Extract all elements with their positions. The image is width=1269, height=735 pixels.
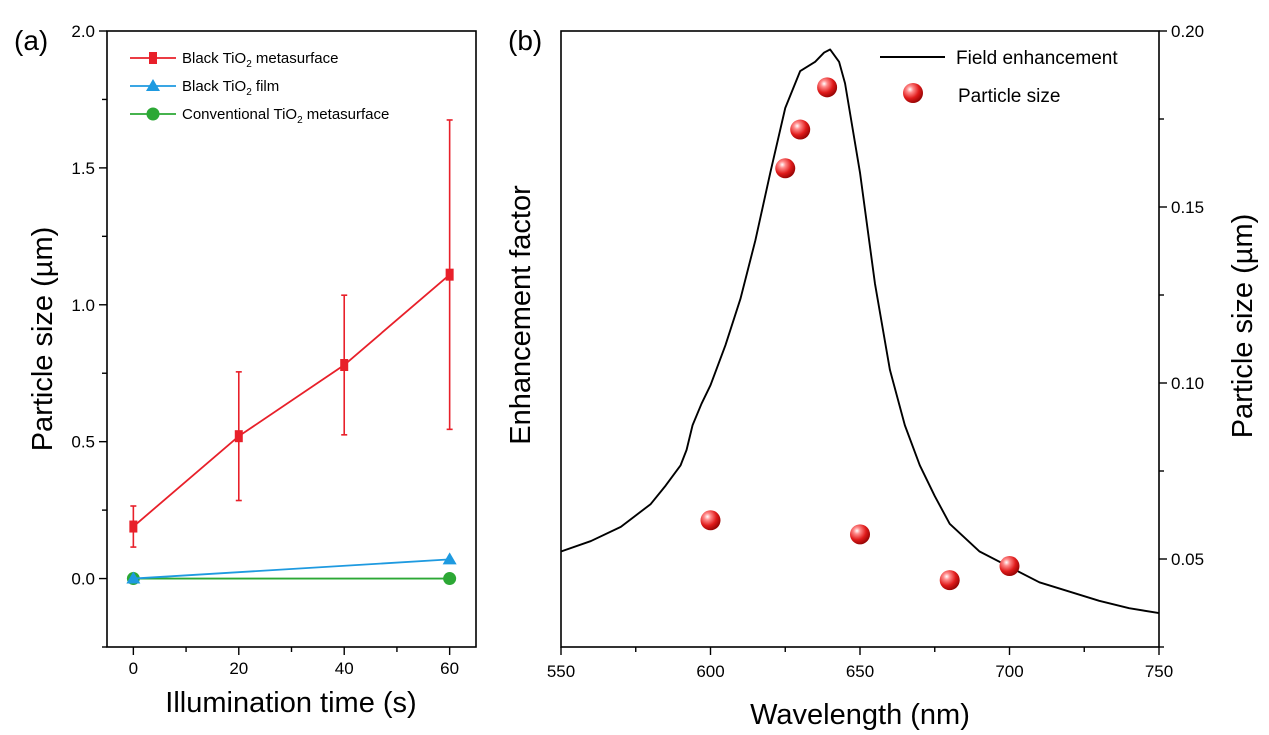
panel-b-series: [560, 48, 1160, 615]
data-point: [445, 268, 454, 281]
y-tick-label: 1.0: [71, 296, 95, 315]
panel-b-legend: Field enhancement Particle size: [880, 48, 1118, 107]
series-line: [132, 273, 451, 528]
panel-b-x-axis-label: Wavelength (nm): [750, 699, 970, 731]
y-tick-label: 0.05: [1171, 550, 1204, 569]
legend-label: Particle size: [958, 86, 1060, 107]
y-tick-label: 0.5: [71, 433, 95, 452]
panel-a-legend: Black TiO2 metasurface Black TiO2 film Con…: [130, 50, 389, 126]
panel-a-y-ticks: 0.0 0.5 1.0 1.5 2.0: [71, 22, 107, 648]
data-point: [442, 552, 457, 565]
x-tick-label: 0: [129, 659, 138, 678]
particle-size-point: [700, 510, 721, 531]
panel-b-right-y-ticks: 0.05 0.10 0.15 0.20: [1159, 22, 1204, 648]
y-tick-label: 0.15: [1171, 198, 1204, 217]
panel-a-label: (a): [14, 25, 48, 56]
panel-a-x-ticks: 0 20 40 60: [129, 647, 459, 678]
legend-marker: [146, 79, 160, 91]
series-line: [133, 558, 450, 580]
x-tick-label: 600: [696, 662, 724, 681]
particle-size-point: [999, 556, 1020, 577]
panel-a-frame: [106, 30, 477, 648]
panel-b-right-y-axis-label: Particle size (µm): [1227, 214, 1259, 439]
panel-b-label: (b): [508, 25, 542, 56]
data-point: [129, 520, 138, 533]
panel-b-frame: [560, 30, 1160, 648]
panel-b-x-ticks: 550 600 650 700 750: [547, 647, 1173, 681]
legend-label: Conventional TiO2 metasurface: [182, 106, 389, 126]
x-tick-label: 60: [440, 659, 459, 678]
y-tick-label: 0.0: [71, 570, 95, 589]
data-point: [340, 359, 349, 372]
x-tick-label: 700: [995, 662, 1023, 681]
y-tick-label: 1.5: [71, 159, 95, 178]
legend-label: Black TiO2 metasurface: [182, 50, 338, 70]
panel-b: (b) 550 600 650 700 750 0.05 0.10 0.15 0.20 Wav…: [505, 22, 1259, 731]
x-tick-label: 20: [229, 659, 248, 678]
data-point: [234, 430, 243, 443]
particle-size-point: [775, 158, 796, 179]
particle-size-point: [850, 524, 870, 545]
panel-a-x-axis-label: Illumination time (s): [165, 687, 416, 719]
x-tick-label: 40: [335, 659, 354, 678]
y-tick-label: 0.20: [1171, 22, 1204, 41]
legend-label: Black TiO2 film: [182, 78, 279, 98]
panel-a-y-axis-label: Particle size (µm): [27, 227, 59, 452]
legend-label: Field enhancement: [956, 48, 1118, 69]
legend-marker: [146, 107, 160, 121]
y-tick-label: 2.0: [71, 22, 95, 41]
particle-size-point: [939, 570, 960, 591]
panel-b-left-y-axis-label: Enhancement factor: [505, 185, 537, 445]
particle-size-point: [790, 119, 811, 140]
panel-a-series: [126, 119, 457, 586]
data-point: [126, 571, 141, 584]
x-tick-label: 550: [547, 662, 575, 681]
x-tick-label: 650: [846, 662, 874, 681]
y-tick-label: 0.10: [1171, 374, 1204, 393]
panel-a: (a) 0 20 40 60 0.0 0.5 1.0 1.5 2.0 Illumination…: [14, 22, 477, 719]
particle-size-point: [817, 77, 838, 98]
legend-marker: [149, 52, 157, 64]
legend-marker: [903, 83, 923, 103]
field-enhancement-line: [560, 48, 1160, 615]
data-point: [443, 572, 457, 586]
x-tick-label: 750: [1145, 662, 1173, 681]
